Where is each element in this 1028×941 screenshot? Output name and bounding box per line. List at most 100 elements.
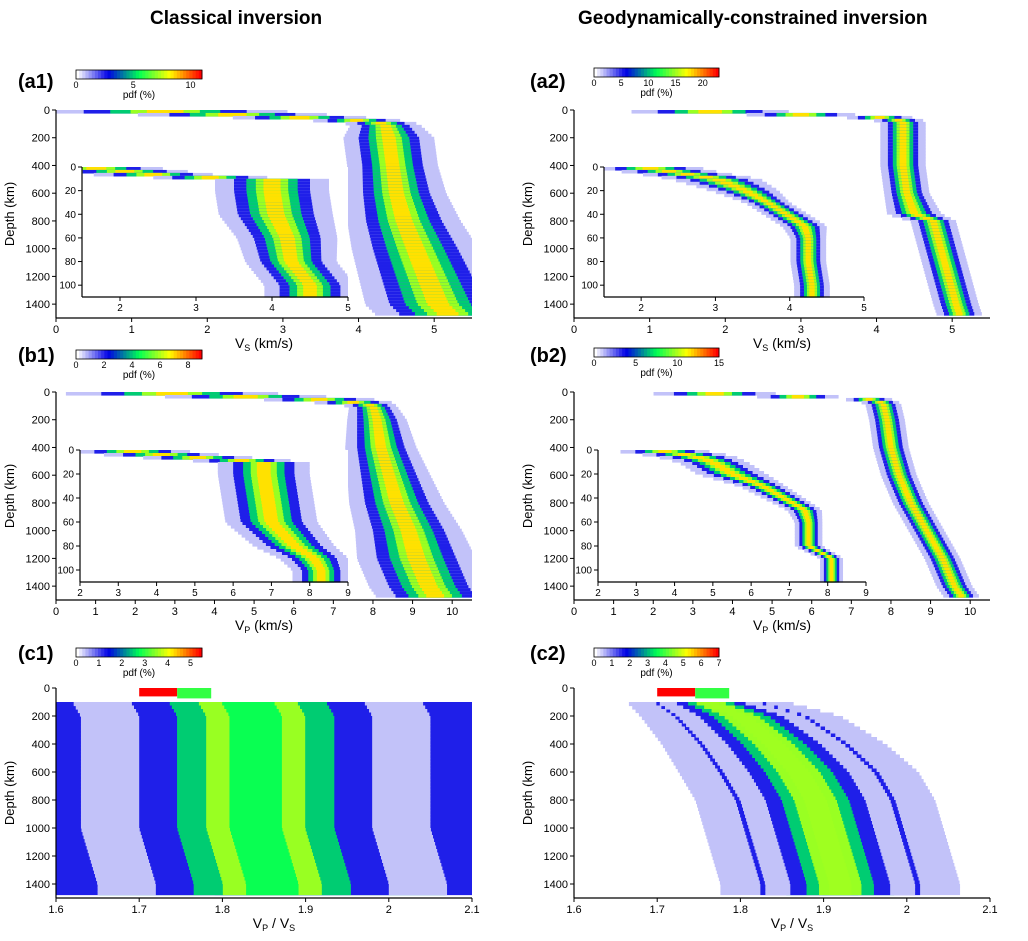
b1-density-cell xyxy=(381,469,394,473)
a1-density-cell xyxy=(405,246,425,251)
a1-inset-density-cell xyxy=(264,193,282,198)
c1-colorbar-cell xyxy=(91,648,96,657)
b2-inset-density-cell xyxy=(799,507,805,511)
b2-density-cell xyxy=(907,498,913,503)
a2-colorbar-cell xyxy=(703,68,708,77)
b2-density-cell xyxy=(923,528,929,533)
c1-density-cell xyxy=(229,733,282,738)
c2-colorbar-cell xyxy=(662,648,667,657)
a2-inset-density-cell xyxy=(720,181,733,186)
c1-density-cell xyxy=(229,768,282,773)
c1-colorbar-label: pdf (%) xyxy=(123,668,155,679)
b2-colorbar-cell xyxy=(634,348,639,357)
a1-x-tick-label: 5 xyxy=(431,324,437,336)
a1-inset-density-cell xyxy=(282,249,297,254)
a1-inset-density-cell xyxy=(303,288,317,292)
b2-density-cell xyxy=(889,451,896,455)
a2-density-cell xyxy=(903,190,910,194)
c1-colorbar-cell xyxy=(98,648,102,657)
c2-colorbar-cell xyxy=(628,648,633,657)
c1-colorbar-cell xyxy=(198,648,203,657)
c1-density-cell xyxy=(229,758,282,763)
b1-inset-density-cell xyxy=(309,558,320,562)
c2-y-tick-label: 1000 xyxy=(544,823,568,835)
a1-inset-density-cell xyxy=(263,178,281,183)
a1-inset-density-cell xyxy=(263,190,281,195)
a2-density-cell xyxy=(914,214,923,218)
b1-colorbar-tick-label: 6 xyxy=(157,360,162,370)
b1-colorbar-cell xyxy=(113,350,118,359)
b2-colorbar-cell xyxy=(603,348,608,357)
b1-colorbar-cell xyxy=(189,350,194,359)
c2-heatmap xyxy=(628,688,961,896)
a2-density-cell xyxy=(944,273,952,277)
c1-density-cell xyxy=(239,859,292,864)
right-column-title: Geodynamically-constrained inversion xyxy=(578,8,928,29)
c1-x-tick-label: 1.6 xyxy=(48,904,63,916)
c1-colorbar-cell xyxy=(179,648,184,657)
b2-density-cell xyxy=(932,543,938,548)
b1-inset-x-tick-label: 5 xyxy=(192,588,198,599)
a1-inset-density-cell xyxy=(301,282,316,286)
b2-density-cell xyxy=(918,519,924,524)
a1-colorbar-cell xyxy=(107,70,112,79)
panel-c2: (c2) 0 1 2 3 4 5 6 7 pdf (%) 1.6 1.7 1.8 1.9 2 2.1 0 200 4… xyxy=(520,643,998,933)
b1-density-cell xyxy=(400,528,417,533)
a2-y-tick-label: 600 xyxy=(550,188,568,200)
b2-density-cell xyxy=(884,421,891,426)
a1-inset-density-cell xyxy=(281,243,296,248)
c1-colorbar-cell xyxy=(192,648,197,657)
b2-colorbar-cell xyxy=(609,348,614,357)
b1-colorbar-cell xyxy=(135,350,140,359)
c2-colorbar-tick-label: 1 xyxy=(609,658,614,668)
c2-x-tick-label: 1.9 xyxy=(816,904,831,916)
left-column-title: Classical inversion xyxy=(150,8,323,29)
panel-label-a1: (a1) xyxy=(18,71,54,93)
b2-inset-density-cell xyxy=(767,489,774,493)
b1-density-cell xyxy=(378,457,390,461)
c1-density-cell xyxy=(246,891,299,896)
b2-inset-density-cell xyxy=(804,516,810,520)
a2-density-cell xyxy=(954,309,962,313)
c1-colorbar-cell xyxy=(132,648,137,657)
a1-density-cell xyxy=(420,285,442,289)
b1-inset-density-cell xyxy=(259,486,273,490)
c1-colorbar-cell xyxy=(161,648,165,657)
b2-inset-density-cell xyxy=(802,510,808,514)
a1-inset-density-cell xyxy=(290,267,304,271)
c1-colorbar-cell xyxy=(123,648,127,657)
b1-density-cell xyxy=(398,522,414,527)
a2-y-tick-label: 1000 xyxy=(544,244,568,256)
b1-colorbar-cell xyxy=(161,350,165,359)
a1-inset-density-cell xyxy=(297,276,311,280)
b1-inset-density-cell xyxy=(264,519,279,523)
b1-density-cell xyxy=(376,448,388,453)
c1-density-cell xyxy=(229,793,282,798)
c1-colorbar-cell xyxy=(94,648,99,657)
b1-colorbar-frame xyxy=(75,349,203,360)
b2-density-cell xyxy=(916,516,923,521)
a2-density-cell xyxy=(946,279,954,283)
b1-colorbar-cell xyxy=(85,350,90,359)
c1-density-cell xyxy=(229,796,282,801)
a1-colorbar-cell xyxy=(145,70,149,79)
b2-density-cell xyxy=(944,567,950,571)
a2-density-cell xyxy=(905,199,914,203)
a2-y-axis-label: Depth (km) xyxy=(520,182,535,246)
b2-colorbar-cell xyxy=(687,348,692,357)
c2-density-cell xyxy=(776,758,799,763)
a2-inset-density-cell xyxy=(755,196,764,201)
b2-density-cell xyxy=(877,400,884,405)
b2-density-cell xyxy=(888,448,895,453)
c2-colorbar-cell xyxy=(640,648,645,657)
c1-density-cell xyxy=(235,845,288,850)
b2-inset-density-cell xyxy=(724,471,735,475)
b2-density-cell xyxy=(894,469,901,473)
b1-density-cell xyxy=(233,394,258,399)
a2-density-cell xyxy=(899,136,907,141)
b2-density-cell xyxy=(901,487,908,491)
b2-inset-density-cell xyxy=(806,540,811,544)
a1-inset-density-cell xyxy=(283,258,298,263)
b2-colorbar-cell xyxy=(615,348,620,357)
c1-y-tick-label: 0 xyxy=(44,683,50,695)
